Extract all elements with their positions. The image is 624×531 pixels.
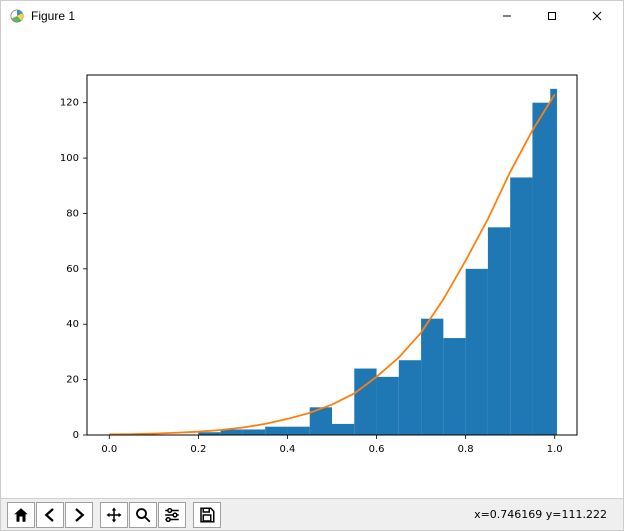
matplotlib-app-icon bbox=[9, 8, 25, 24]
svg-text:100: 100 bbox=[60, 153, 79, 164]
figure-canvas[interactable]: 0.0 0.2 0.4 0.6 0.8 1.0 0 20 40 60 80 100 120 bbox=[1, 31, 623, 499]
cursor-coordinates: x=0.746169 y=111.222 bbox=[474, 508, 617, 521]
svg-text:120: 120 bbox=[60, 98, 79, 109]
configure-subplots-button[interactable] bbox=[158, 502, 186, 528]
svg-text:0.4: 0.4 bbox=[280, 444, 296, 455]
back-button[interactable] bbox=[36, 502, 64, 528]
pan-button[interactable] bbox=[100, 502, 128, 528]
window-titlebar: Figure 1 bbox=[1, 1, 623, 31]
window-controls bbox=[484, 1, 619, 31]
window-title: Figure 1 bbox=[31, 9, 484, 23]
zoom-button[interactable] bbox=[129, 502, 157, 528]
svg-text:0: 0 bbox=[73, 430, 79, 441]
save-button[interactable] bbox=[193, 502, 221, 528]
svg-text:0.2: 0.2 bbox=[190, 444, 206, 455]
maximize-button[interactable] bbox=[529, 1, 574, 31]
navigation-toolbar: x=0.746169 y=111.222 bbox=[1, 498, 623, 530]
svg-text:40: 40 bbox=[66, 319, 79, 330]
minimize-button[interactable] bbox=[484, 1, 529, 31]
home-button[interactable] bbox=[7, 502, 35, 528]
plot-svg: 0.0 0.2 0.4 0.6 0.8 1.0 0 20 40 60 80 100 120 bbox=[22, 45, 602, 485]
close-button[interactable] bbox=[574, 1, 619, 31]
forward-button[interactable] bbox=[65, 502, 93, 528]
svg-text:1.0: 1.0 bbox=[547, 444, 563, 455]
svg-text:20: 20 bbox=[66, 375, 79, 386]
svg-text:60: 60 bbox=[66, 264, 79, 275]
svg-text:0.6: 0.6 bbox=[369, 444, 385, 455]
svg-text:0.0: 0.0 bbox=[101, 444, 117, 455]
svg-text:80: 80 bbox=[66, 208, 79, 219]
svg-text:0.8: 0.8 bbox=[458, 444, 474, 455]
